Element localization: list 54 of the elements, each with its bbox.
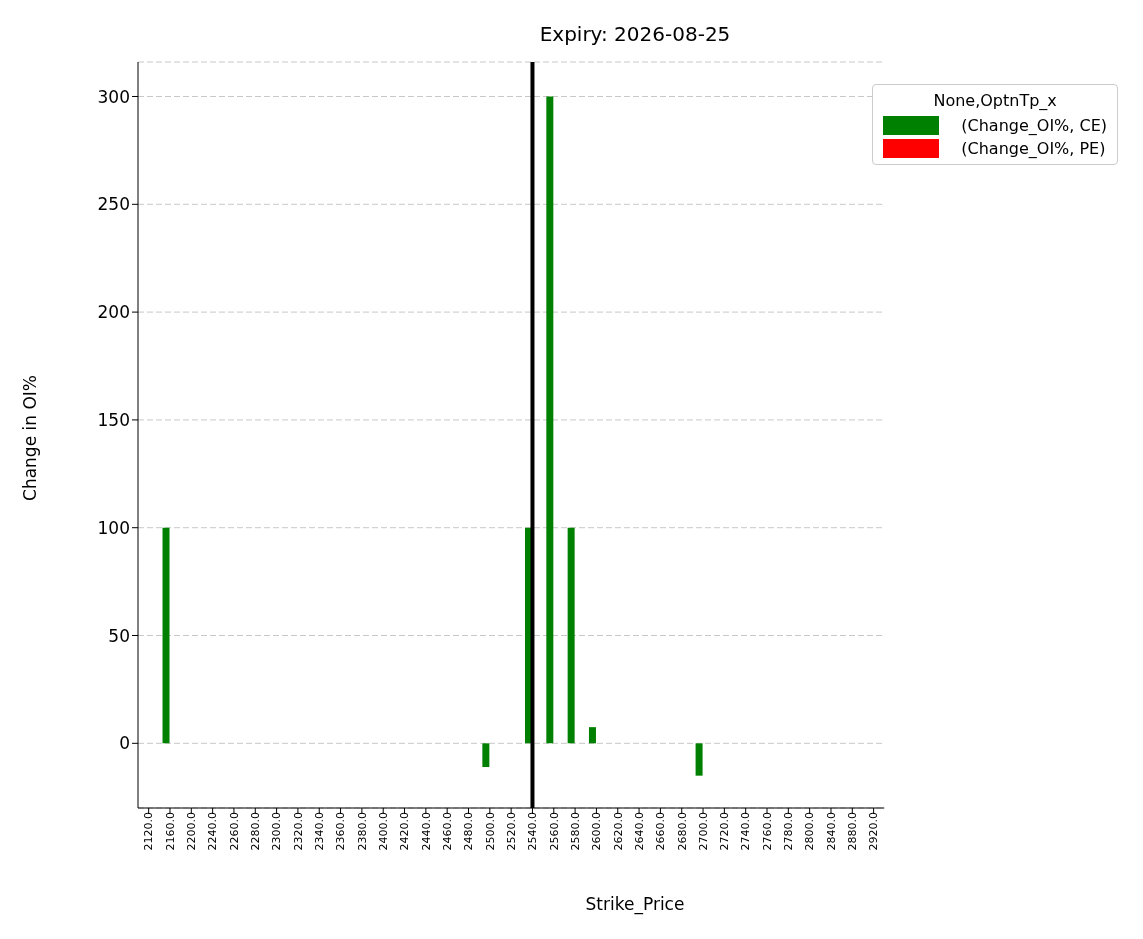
- x-tick-label: 2420.0: [398, 812, 412, 851]
- x-tick-label: 2200.0: [185, 812, 199, 851]
- chart-title: Expiry: 2026-08-25: [538, 22, 732, 46]
- bar: [546, 96, 554, 744]
- x-tick-label: 2520.0: [504, 812, 518, 851]
- y-tick-label: 150: [97, 409, 130, 430]
- x-tick-label: 2280.0: [249, 812, 263, 851]
- y-tick-label: 250: [97, 194, 130, 215]
- x-tick-label: 2480.0: [462, 812, 476, 851]
- y-tick-label: 0: [119, 733, 130, 754]
- x-tick-label: 2600.0: [590, 812, 604, 851]
- x-tick-label: 2260.0: [227, 812, 241, 851]
- y-axis-title: Change in OI%: [20, 375, 40, 501]
- x-tick-label: 2500.0: [483, 812, 497, 851]
- x-tick-label: 2340.0: [313, 812, 327, 851]
- legend-label: (Change_OI%, PE): [961, 139, 1106, 158]
- legend-label: (Change_OI%, CE): [961, 116, 1107, 135]
- x-tick-label: 2380.0: [355, 812, 369, 851]
- x-tick-label: 2920.0: [867, 812, 881, 851]
- bar: [162, 527, 170, 744]
- y-tick-label: 100: [97, 517, 130, 538]
- x-axis-title: Strike_Price: [584, 894, 686, 914]
- x-tick-label: 2700.0: [696, 812, 710, 851]
- x-tick-label: 2660.0: [654, 812, 668, 851]
- x-tick-label: 2360.0: [334, 812, 348, 851]
- x-tick-label: 2580.0: [568, 812, 582, 851]
- bar: [567, 527, 575, 744]
- x-tick-label: 2880.0: [846, 812, 860, 851]
- x-tick-label: 2240.0: [206, 812, 220, 851]
- y-tick-label: 50: [108, 625, 130, 646]
- x-tick-label: 2460.0: [440, 812, 454, 851]
- x-tick-label: 2540.0: [526, 812, 540, 851]
- bar: [588, 727, 596, 744]
- x-tick-label: 2440.0: [419, 812, 433, 851]
- y-tick-label: 300: [97, 86, 130, 107]
- x-tick-label: 2300.0: [270, 812, 284, 851]
- x-tick-label: 2800.0: [803, 812, 817, 851]
- x-tick-label: 2640.0: [632, 812, 646, 851]
- x-tick-label: 2620.0: [611, 812, 625, 851]
- x-tick-label: 2720.0: [718, 812, 732, 851]
- x-tick-label: 2740.0: [739, 812, 753, 851]
- y-tick-label: 200: [97, 302, 130, 323]
- x-tick-label: 2780.0: [782, 812, 796, 851]
- x-tick-label: 2160.0: [163, 812, 177, 851]
- x-tick-label: 2680.0: [675, 812, 689, 851]
- bar: [482, 743, 490, 768]
- legend-title: None,OptnTp_x: [932, 91, 1058, 110]
- x-tick-label: 2560.0: [547, 812, 561, 851]
- x-tick-label: 2760.0: [760, 812, 774, 851]
- x-tick-label: 2400.0: [377, 812, 391, 851]
- x-tick-label: 2320.0: [291, 812, 305, 851]
- x-tick-label: 2840.0: [824, 812, 838, 851]
- x-tick-label: 2120.0: [142, 812, 156, 851]
- bar: [695, 743, 703, 776]
